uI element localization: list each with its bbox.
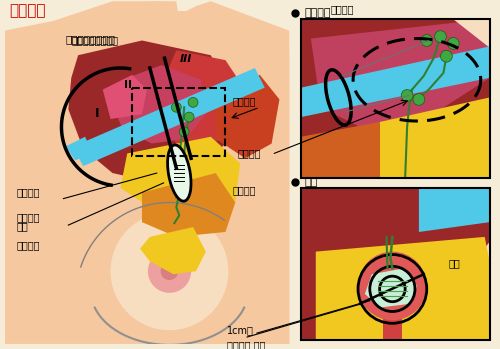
Circle shape — [160, 262, 178, 280]
Text: 腋窩切開: 腋窩切開 — [16, 188, 40, 198]
Polygon shape — [140, 227, 206, 274]
Polygon shape — [320, 242, 490, 340]
Polygon shape — [68, 40, 230, 183]
Bar — [301, 188, 490, 340]
Ellipse shape — [168, 145, 191, 201]
Polygon shape — [142, 173, 236, 237]
Polygon shape — [382, 304, 402, 340]
Text: 腫瘍周囲: 腫瘍周囲 — [16, 212, 40, 222]
Polygon shape — [73, 68, 264, 166]
Text: 腋窩切開: 腋窩切開 — [330, 4, 354, 14]
Text: 腋窩リンパ節濃度: 腋窩リンパ節濃度 — [72, 36, 118, 45]
Text: 腫瘍周囲 切開: 腫瘍周囲 切開 — [228, 340, 266, 349]
Circle shape — [440, 50, 452, 62]
Circle shape — [184, 112, 194, 122]
Bar — [301, 19, 490, 178]
Text: 切除: 切除 — [304, 177, 318, 187]
Polygon shape — [316, 237, 490, 340]
Polygon shape — [365, 268, 417, 307]
Text: 腋窩郭清: 腋窩郭清 — [304, 8, 330, 18]
Polygon shape — [419, 188, 490, 232]
Circle shape — [448, 38, 459, 49]
Polygon shape — [102, 75, 147, 119]
Circle shape — [401, 90, 413, 101]
Polygon shape — [66, 137, 93, 160]
Polygon shape — [162, 1, 290, 344]
Text: 腫瘍切除: 腫瘍切除 — [10, 3, 46, 18]
Text: 腋窩リンパ節濃度: 腋窩リンパ節濃度 — [66, 35, 116, 44]
Text: III: III — [180, 54, 192, 64]
Bar — [301, 19, 490, 178]
Text: 腋窩切開: 腋窩切開 — [232, 96, 256, 106]
Text: I: I — [95, 107, 100, 120]
Text: II: II — [124, 80, 132, 90]
Text: 腫瘍周囲 切開: 腫瘍周囲 切開 — [309, 317, 348, 327]
Circle shape — [413, 94, 425, 105]
Polygon shape — [150, 1, 182, 40]
Polygon shape — [454, 19, 490, 49]
Polygon shape — [301, 122, 380, 178]
Text: 1cm端: 1cm端 — [228, 325, 254, 335]
Polygon shape — [216, 75, 280, 158]
Text: リンパ節: リンパ節 — [232, 185, 256, 195]
Polygon shape — [301, 188, 490, 340]
Circle shape — [421, 35, 432, 46]
Circle shape — [180, 127, 189, 137]
Circle shape — [172, 102, 181, 112]
Polygon shape — [301, 46, 490, 117]
Text: 乳輪切開: 乳輪切開 — [16, 241, 40, 251]
Polygon shape — [380, 97, 490, 178]
Polygon shape — [120, 137, 240, 212]
Bar — [301, 188, 490, 340]
Circle shape — [358, 252, 427, 320]
Circle shape — [110, 212, 228, 330]
Polygon shape — [311, 19, 490, 127]
Text: リンパ節: リンパ節 — [237, 148, 260, 158]
Polygon shape — [301, 19, 490, 178]
Circle shape — [434, 31, 446, 43]
Bar — [301, 19, 490, 178]
Text: 腫瘍: 腫瘍 — [448, 258, 460, 268]
Circle shape — [188, 97, 198, 107]
Bar — [132, 88, 226, 156]
Polygon shape — [4, 1, 290, 344]
Text: 1cm端: 1cm端 — [318, 293, 345, 303]
Text: 切開: 切開 — [16, 221, 28, 231]
Polygon shape — [112, 65, 206, 143]
Circle shape — [148, 250, 191, 293]
Polygon shape — [162, 50, 245, 149]
